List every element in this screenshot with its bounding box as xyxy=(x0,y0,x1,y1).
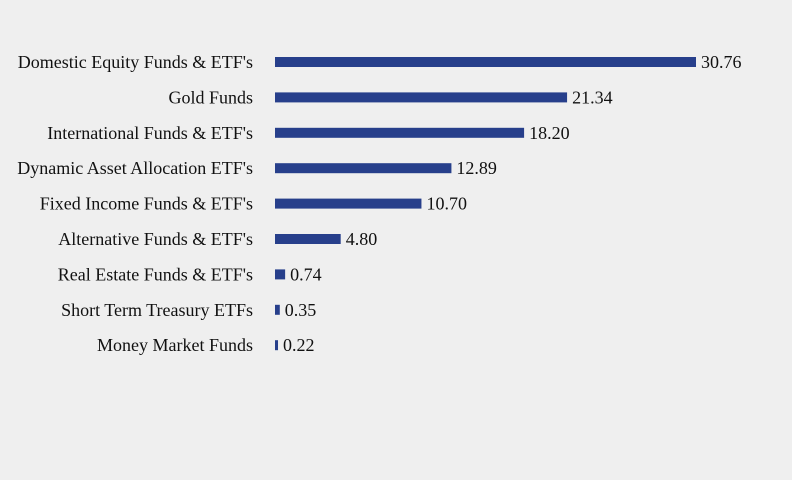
category-label: Short Term Treasury ETFs xyxy=(61,300,253,320)
category-label: Domestic Equity Funds & ETF's xyxy=(18,52,253,72)
bar xyxy=(275,127,525,138)
category-label: Alternative Funds & ETF's xyxy=(58,229,253,249)
data-label: 0.74 xyxy=(290,264,322,284)
category-label: Gold Funds xyxy=(168,87,253,107)
data-label: 0.35 xyxy=(285,300,317,320)
data-label: 21.34 xyxy=(572,87,613,107)
bar xyxy=(275,163,452,174)
category-label: Fixed Income Funds & ETF's xyxy=(40,194,253,214)
category-label: Dynamic Asset Allocation ETF's xyxy=(17,158,253,178)
bar xyxy=(275,340,279,351)
category-label: Real Estate Funds & ETF's xyxy=(58,264,253,284)
data-label: 12.89 xyxy=(456,158,497,178)
data-label: 18.20 xyxy=(529,123,570,143)
bar xyxy=(275,269,286,280)
data-label: 4.80 xyxy=(346,229,378,249)
bar xyxy=(275,198,422,209)
bar xyxy=(275,304,280,315)
data-label: 0.22 xyxy=(283,335,315,355)
data-label: 10.70 xyxy=(426,194,467,214)
bar xyxy=(275,57,696,67)
bar xyxy=(275,234,341,244)
category-label: International Funds & ETF's xyxy=(47,123,253,143)
category-label: Money Market Funds xyxy=(97,335,253,355)
data-label: 30.76 xyxy=(701,52,742,72)
bar xyxy=(275,92,568,103)
